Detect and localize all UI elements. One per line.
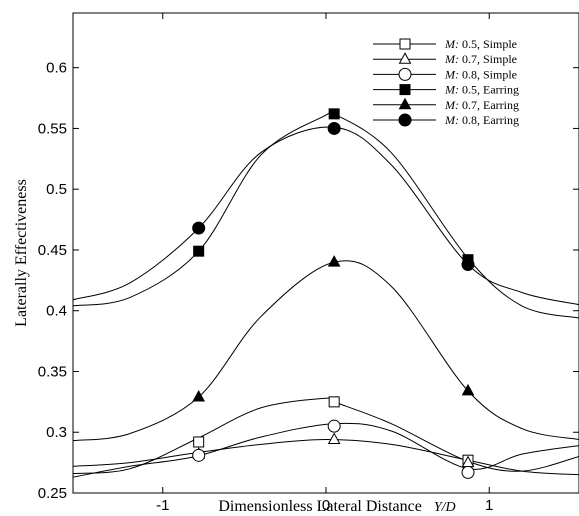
legend-label-m: M: [444,98,459,112]
legend-label: M: 0.8, Simple [444,67,517,81]
y-tick-label: 0.3 [46,424,67,441]
y-tick-label: 0.4 [46,303,67,320]
series-6-point [461,258,475,272]
series-1-point [328,396,340,408]
series-3-point [327,419,341,433]
series-line-2 [73,438,579,476]
y-tick-label: 0.45 [38,242,67,259]
legend-label-rest: 0.8, Simple [459,67,517,81]
x-tick-label: 0 [322,497,330,514]
y-tick-label: 0.25 [38,485,67,502]
series-5-point [461,383,475,396]
series-1-point [193,436,205,448]
series-4-point [193,245,205,257]
series-markers [192,108,475,479]
series-line-3 [73,422,579,478]
legend-label-m: M: [444,37,459,51]
x-axis-title-var: Y/D [434,500,456,515]
legend-label-rest: 0.7, Simple [459,52,517,66]
legend-label-m: M: [444,83,459,97]
axis-ticks: 0.25 0.3 0.35 0.4 0.45 0.5 0.55 0.6 -1 0 1 [38,13,579,514]
legend-marker [399,38,411,50]
legend-marker [399,84,411,96]
legend-label-rest: 0.5, Earring [459,83,519,97]
x-tick-label: 1 [485,497,493,514]
legend-label: M: 0.7, Earring [444,98,519,112]
legend-label-m: M: [444,67,459,81]
series-lines [73,109,579,478]
x-axis-title-main: Dimensionless Lateral Distance [218,498,422,515]
legend-label-m: M: [444,52,459,66]
series-4-point [328,108,340,120]
legend-marker [398,97,412,110]
legend-label: M: 0.5, Earring [444,83,519,97]
legend-label-rest: 0.8, Earring [459,113,519,127]
legend-label: M: 0.8, Earring [444,113,519,127]
series-line-1 [73,397,579,475]
y-tick-label: 0.5 [46,181,67,198]
series-2-point [327,432,341,445]
series-5-point [327,255,341,267]
legend-marker [398,67,412,81]
series-5-point [192,389,206,402]
series-line-6 [73,126,579,306]
legend-label-rest: 0.5, Simple [459,37,517,51]
legend-marker [398,52,412,64]
series-3-point [461,465,475,479]
legend-label-m: M: [444,113,459,127]
legend-label: M: 0.7, Simple [444,52,517,66]
y-tick-label: 0.6 [46,60,67,77]
x-axis-title: Dimensionless Lateral Distance Y/D [218,498,455,515]
x-tick-label: -1 [156,497,169,514]
y-tick-label: 0.55 [38,120,67,137]
series-6-point [327,121,341,135]
series-6-point [192,221,206,235]
legend-marker [398,113,412,127]
series-line-5 [73,260,579,442]
y-axis-title: Laterally Effectiveness [13,179,30,327]
y-tick-label: 0.35 [38,363,67,380]
legend-label-rest: 0.7, Earring [459,98,519,112]
legend-label: M: 0.5, Simple [444,37,517,51]
series-3-point [192,448,206,462]
